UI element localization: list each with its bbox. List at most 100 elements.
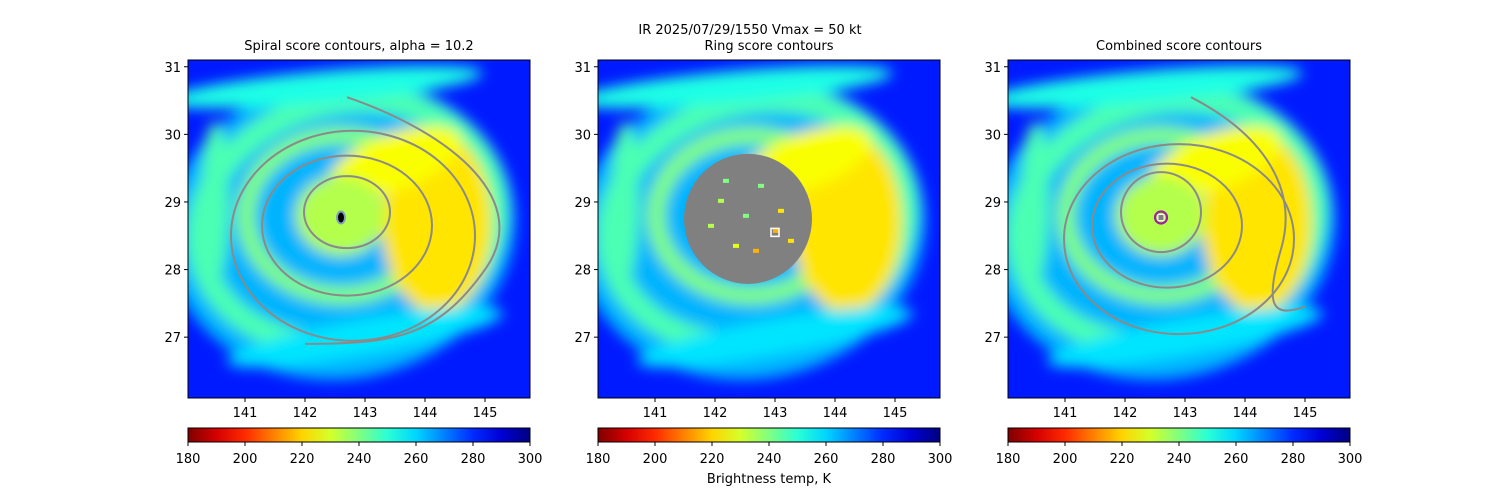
north-band <box>1008 65 1303 109</box>
colorbar-tick-label: 300 <box>928 452 953 467</box>
spiral-contour-arm <box>304 96 501 345</box>
colorbar-tick-label: 300 <box>1338 452 1363 467</box>
y-tick-label: 31 <box>574 61 591 76</box>
south-band <box>637 307 913 368</box>
west-band <box>201 121 229 282</box>
colorbar-tick-label: 240 <box>1167 452 1192 467</box>
ring-speckle <box>788 238 794 243</box>
x-tick-label: 143 <box>353 406 378 421</box>
panel-title-ring: Ring score contours <box>704 39 834 54</box>
score-contours <box>230 96 501 345</box>
center-square-marker <box>1157 214 1165 222</box>
colorbar-tick-label: 220 <box>290 452 315 467</box>
ring-speckle <box>753 248 759 253</box>
y-tick-label: 28 <box>164 264 181 279</box>
y-tick-label: 29 <box>574 196 591 211</box>
ring-speckle <box>723 178 729 183</box>
panel-1: 141 142 143 144 145 27 28 29 30 31 180 200 220 240 260… <box>574 59 953 467</box>
colorbar-tick-label: 260 <box>1224 452 1249 467</box>
x-tick-label: 145 <box>473 406 498 421</box>
west-band <box>611 121 639 282</box>
colorbar-tick-label: 180 <box>996 452 1021 467</box>
south-band <box>1047 307 1323 368</box>
colorbar-tick-label: 280 <box>461 452 486 467</box>
y-tick-label: 30 <box>164 128 181 143</box>
y-tick-label: 27 <box>164 331 181 346</box>
ring-disc-fill <box>684 153 812 284</box>
south-band <box>227 307 503 368</box>
axes-frame <box>1007 59 1351 399</box>
panel-title-combined: Combined score contours <box>1096 39 1262 54</box>
colorbar-label: Brightness temp, K <box>706 472 832 487</box>
x-tick-label: 142 <box>1113 406 1138 421</box>
x-tick-label: 145 <box>1293 406 1318 421</box>
colorbar-tick-label: 180 <box>586 452 611 467</box>
panel-0: 141 142 143 144 145 27 28 29 30 31 180 200 220 240 260… <box>164 59 543 467</box>
y-tick-label: 30 <box>984 128 1001 143</box>
ring-speckle <box>718 198 724 203</box>
y-tick-label: 30 <box>574 128 591 143</box>
combined-contour-mid <box>1091 162 1243 289</box>
ir-image <box>1008 60 1350 398</box>
axes-frame <box>597 59 941 399</box>
x-tick-label: 143 <box>1173 406 1198 421</box>
y-tick-label: 28 <box>984 264 1001 279</box>
y-tick-label: 31 <box>984 61 1001 76</box>
combined-contour-arm <box>1190 96 1306 312</box>
ring-speckle <box>743 213 749 218</box>
west-band <box>1021 121 1049 282</box>
ring-speckle <box>778 208 784 213</box>
y-tick-label: 28 <box>574 264 591 279</box>
panel-2: 141 142 143 144 145 27 28 29 30 31 180 200 220 240 260… <box>984 59 1363 467</box>
x-tick-label: 144 <box>413 406 438 421</box>
ring-speckle <box>758 183 764 188</box>
colorbar <box>597 427 941 443</box>
x-tick-label: 142 <box>703 406 728 421</box>
ir-image <box>188 60 530 398</box>
northern-arc <box>1148 125 1282 197</box>
north-band <box>598 65 893 109</box>
x-tick-label: 141 <box>1053 406 1078 421</box>
colorbar-tick-label: 300 <box>518 452 543 467</box>
x-tick-label: 141 <box>643 406 668 421</box>
colorbar-tick-label: 260 <box>404 452 429 467</box>
score-contours <box>1063 96 1306 336</box>
colorbar-tick-label: 240 <box>347 452 372 467</box>
y-tick-label: 31 <box>164 61 181 76</box>
axes-frame <box>187 59 531 399</box>
colorbar-tick-label: 260 <box>814 452 839 467</box>
ring-speckle <box>708 223 714 228</box>
combined-contour-outer <box>1063 143 1295 336</box>
colorbar-tick-label: 200 <box>1053 452 1078 467</box>
y-tick-label: 29 <box>984 196 1001 211</box>
y-tick-label: 29 <box>164 196 181 211</box>
colorbar-tick-label: 280 <box>871 452 896 467</box>
colorbar-tick-label: 180 <box>176 452 201 467</box>
colorbar-tick-label: 240 <box>757 452 782 467</box>
colorbar-tick-label: 200 <box>643 452 668 467</box>
spiral-contour-inner <box>303 175 391 250</box>
colorbar <box>1007 427 1351 443</box>
y-tick-label: 27 <box>984 331 1001 346</box>
center-circle-marker <box>1153 210 1169 225</box>
spiral-contour-outer <box>230 129 476 342</box>
combined-contour-inner <box>1120 171 1202 254</box>
ir-cloud-field <box>1008 65 1336 380</box>
y-tick-label: 27 <box>574 331 591 346</box>
figure-suptitle: IR 2025/07/29/1550 Vmax = 50 kt <box>638 23 862 38</box>
ring-score-disc <box>684 153 812 284</box>
colorbar-tick-label: 220 <box>700 452 725 467</box>
panel-title-spiral: Spiral score contours, alpha = 10.2 <box>244 39 474 54</box>
x-tick-label: 144 <box>1233 406 1258 421</box>
colorbar-tick-label: 280 <box>1281 452 1306 467</box>
north-band <box>188 65 483 109</box>
colorbar-tick-label: 200 <box>233 452 258 467</box>
x-tick-label: 143 <box>763 406 788 421</box>
spiral-contour-mid <box>261 154 433 297</box>
x-tick-label: 142 <box>293 406 318 421</box>
x-tick-label: 145 <box>883 406 908 421</box>
ring-speckle <box>733 243 739 248</box>
x-tick-label: 144 <box>823 406 848 421</box>
center-marker <box>336 210 346 225</box>
